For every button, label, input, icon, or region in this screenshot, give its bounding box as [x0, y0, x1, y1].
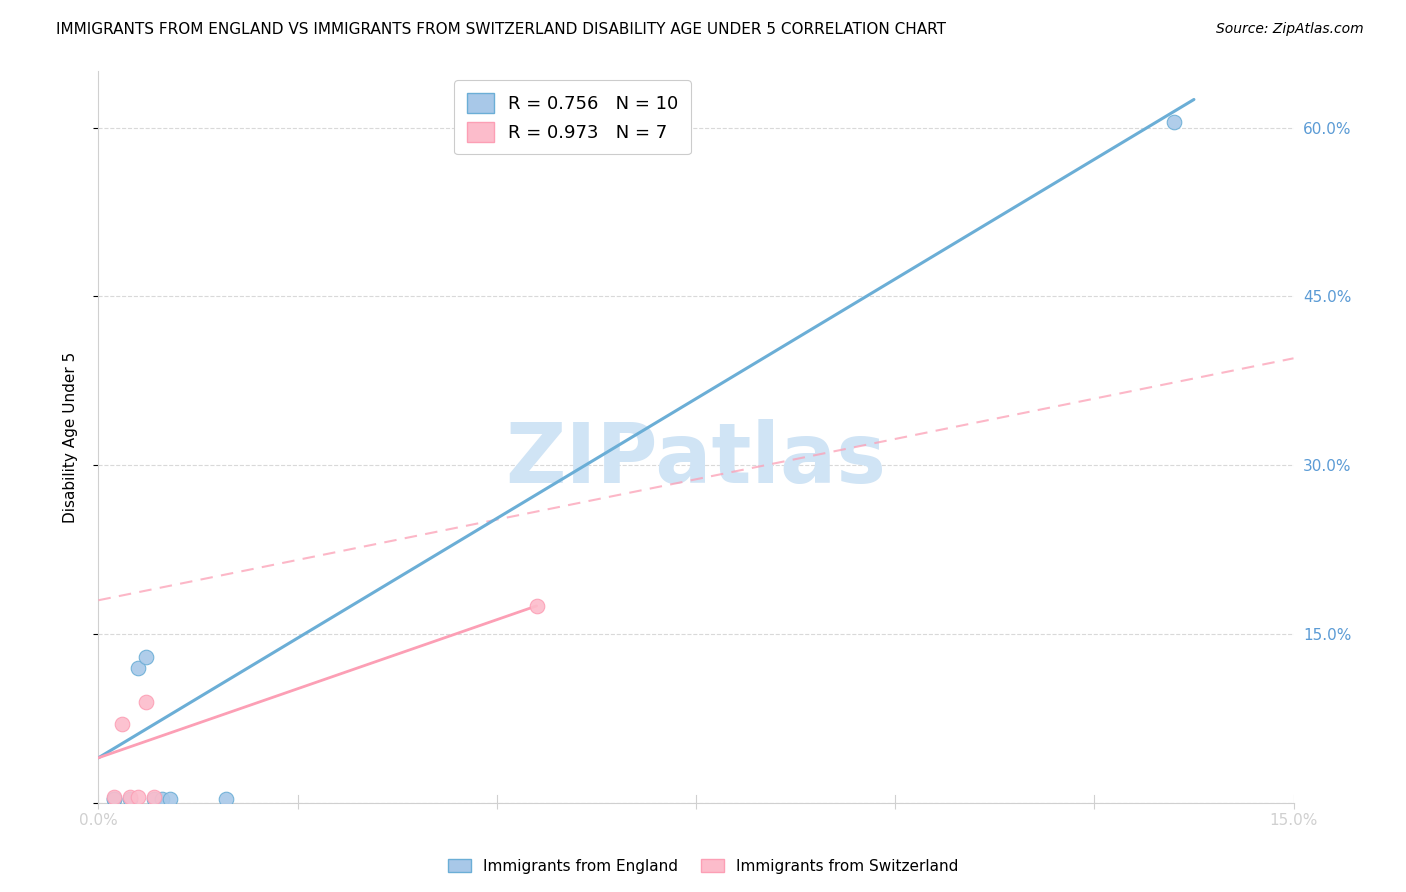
- Point: [127, 661, 149, 675]
- Point: [111, 717, 134, 731]
- Point: [143, 790, 166, 805]
- Legend: Immigrants from England, Immigrants from Switzerland: Immigrants from England, Immigrants from…: [441, 853, 965, 880]
- Point: [103, 790, 125, 805]
- Point: [143, 792, 166, 806]
- Point: [120, 790, 142, 805]
- Text: IMMIGRANTS FROM ENGLAND VS IMMIGRANTS FROM SWITZERLAND DISABILITY AGE UNDER 5 CO: IMMIGRANTS FROM ENGLAND VS IMMIGRANTS FR…: [56, 22, 946, 37]
- Text: Source: ZipAtlas.com: Source: ZipAtlas.com: [1216, 22, 1364, 37]
- Point: [135, 649, 157, 664]
- Point: [1163, 115, 1185, 129]
- Point: [150, 792, 173, 806]
- Point: [526, 599, 548, 613]
- Point: [103, 792, 125, 806]
- Legend: R = 0.756   N = 10, R = 0.973   N = 7: R = 0.756 N = 10, R = 0.973 N = 7: [454, 80, 692, 154]
- Point: [120, 792, 142, 806]
- Point: [127, 790, 149, 805]
- Point: [215, 792, 238, 806]
- Text: ZIPatlas: ZIPatlas: [506, 418, 886, 500]
- Point: [135, 694, 157, 708]
- Y-axis label: Disability Age Under 5: Disability Age Under 5: [63, 351, 77, 523]
- Point: [159, 792, 181, 806]
- Point: [103, 792, 125, 806]
